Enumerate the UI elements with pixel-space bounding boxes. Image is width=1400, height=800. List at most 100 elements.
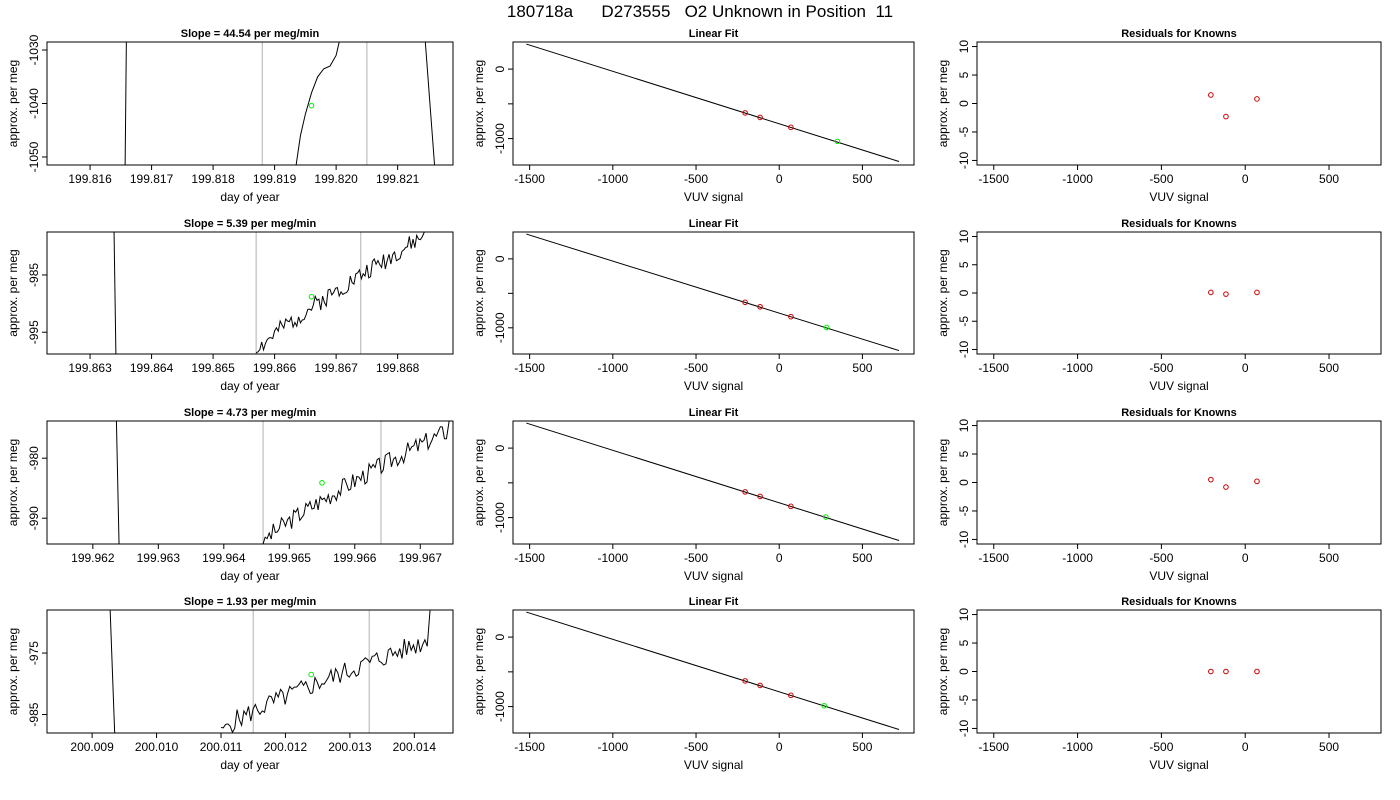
- plot-area: [1208, 92, 1260, 120]
- data-trace: [124, 42, 127, 165]
- x-tick-label: -500: [1149, 172, 1173, 186]
- x-tick-label: 199.867: [314, 361, 358, 375]
- panel-r2c1: 199.863 199.864 199.865 199.866 199.867 199.8…: [6, 218, 454, 393]
- known-point: [742, 489, 748, 495]
- panel-title: Residuals for Knowns: [1121, 28, 1237, 40]
- panel-r1c3: -1500 -1000 -500 0 500 -10 -5 0 5 10 Residuals for…: [936, 28, 1382, 204]
- known-point: [1254, 668, 1260, 675]
- x-tick-label: -1500: [514, 172, 545, 186]
- y-tick-label: -1030: [27, 34, 41, 65]
- x-tick-label: 200.014: [393, 740, 437, 754]
- panel-title: Linear Fit: [689, 28, 739, 40]
- panel-r4c1: 200.009 200.010 200.011 200.012 200.013 200.0…: [6, 596, 454, 772]
- x-axis-label: VUV signal: [684, 758, 743, 772]
- page-title: 180718a D273555 O2 Unknown in Position 1…: [506, 2, 894, 21]
- y-axis-label: approx. per meg: [6, 249, 20, 336]
- known-point: [788, 124, 794, 131]
- known-point: [1223, 291, 1229, 297]
- x-tick-label: -1500: [978, 172, 1009, 186]
- y-tick-label: -10: [957, 530, 971, 548]
- panel-r3c2: -1500 -1000 -500 0 500 -1000 0 Linear Fit VUV si…: [472, 407, 915, 583]
- fit-line: [526, 233, 900, 352]
- known-point: [1223, 484, 1229, 490]
- x-tick-label: -1500: [514, 740, 545, 754]
- plot-frame: [46, 420, 454, 545]
- x-tick-label: -1500: [978, 740, 1009, 754]
- fit-line: [526, 43, 900, 163]
- y-tick-label: 0: [957, 668, 971, 675]
- y-axis-label: approx. per meg: [472, 249, 486, 336]
- unknown-point: [308, 102, 315, 109]
- y-tick-label: -1000: [493, 312, 507, 343]
- x-tick-label: 200.010: [135, 740, 179, 754]
- plot-frame: [976, 41, 1382, 166]
- x-tick-label: -500: [684, 172, 708, 186]
- known-point: [757, 493, 763, 500]
- known-point: [1223, 113, 1229, 120]
- known-point: [742, 678, 748, 684]
- x-tick-label: -1500: [978, 361, 1009, 375]
- x-tick-label: 0: [776, 551, 783, 565]
- y-axis-label: approx. per meg: [936, 439, 950, 526]
- x-tick-label: -1000: [1062, 172, 1093, 186]
- x-tick-label: -1000: [597, 361, 628, 375]
- x-tick-label: 500: [1319, 172, 1339, 186]
- plot-area: [113, 232, 425, 354]
- x-axis-label: VUV signal: [684, 569, 743, 583]
- y-tick-label: -5: [957, 316, 971, 327]
- x-tick-label: 199.963: [137, 551, 181, 565]
- y-tick-label: -5: [957, 694, 971, 705]
- panel-r3c1: 199.962 199.963 199.964 199.965 199.966 199.9…: [6, 407, 454, 583]
- x-tick-label: -500: [1149, 740, 1173, 754]
- panel-title: Slope = 5.39 per meg/min: [184, 218, 317, 230]
- y-tick-label: 10: [957, 608, 971, 622]
- x-tick-label: -500: [684, 551, 708, 565]
- y-tick-label: -1000: [493, 691, 507, 722]
- y-tick-label: 0: [493, 255, 507, 262]
- y-tick-label: 0: [493, 633, 507, 640]
- x-tick-label: 0: [776, 740, 783, 754]
- x-tick-label: 0: [776, 361, 783, 375]
- plot-area: [1208, 668, 1260, 675]
- x-tick-label: 0: [1242, 361, 1249, 375]
- panel-title: Linear Fit: [689, 218, 739, 230]
- plot-area: [526, 611, 900, 731]
- panel-r4c2: -1500 -1000 -500 0 500 -1000 0 Linear Fit VUV si…: [472, 596, 915, 772]
- x-tick-label: 500: [852, 551, 872, 565]
- plot-area: [109, 610, 431, 733]
- unknown-point: [823, 324, 830, 331]
- y-tick-label: -985: [27, 702, 41, 726]
- known-point: [1208, 289, 1214, 296]
- y-tick-label: 0: [957, 289, 971, 296]
- x-tick-label: 200.012: [264, 740, 308, 754]
- x-tick-label: 199.967: [399, 551, 443, 565]
- panel-r1c2: -1500 -1000 -500 0 500 -1000 0 Linear Fit VUV si…: [472, 28, 915, 204]
- x-axis-label: VUV signal: [684, 379, 743, 393]
- plot-frame: [976, 231, 1382, 355]
- x-axis-label: day of year: [220, 190, 279, 204]
- x-tick-label: 199.868: [376, 361, 420, 375]
- x-tick-label: -500: [684, 740, 708, 754]
- unknown-point: [308, 293, 315, 300]
- known-point: [788, 503, 794, 510]
- y-axis-label: approx. per meg: [472, 60, 486, 147]
- panel-title: Residuals for Knowns: [1121, 407, 1237, 419]
- x-tick-label: 199.818: [191, 172, 235, 186]
- plot-frame: [46, 231, 454, 355]
- known-point: [1208, 668, 1214, 675]
- x-tick-label: -1000: [1062, 740, 1093, 754]
- plot-area: [526, 422, 900, 542]
- known-point: [788, 692, 794, 699]
- x-tick-label: 500: [852, 740, 872, 754]
- x-tick-label: -1000: [597, 740, 628, 754]
- y-tick-label: 10: [957, 419, 971, 433]
- y-tick-label: -10: [957, 151, 971, 169]
- x-tick-label: 199.866: [253, 361, 297, 375]
- y-tick-label: 10: [957, 230, 971, 244]
- y-axis-label: approx. per meg: [6, 60, 20, 147]
- y-axis-label: approx. per meg: [936, 249, 950, 336]
- x-tick-label: -1500: [514, 551, 545, 565]
- y-tick-label: 0: [493, 65, 507, 72]
- x-axis-label: VUV signal: [1149, 379, 1208, 393]
- x-tick-label: 199.864: [130, 361, 174, 375]
